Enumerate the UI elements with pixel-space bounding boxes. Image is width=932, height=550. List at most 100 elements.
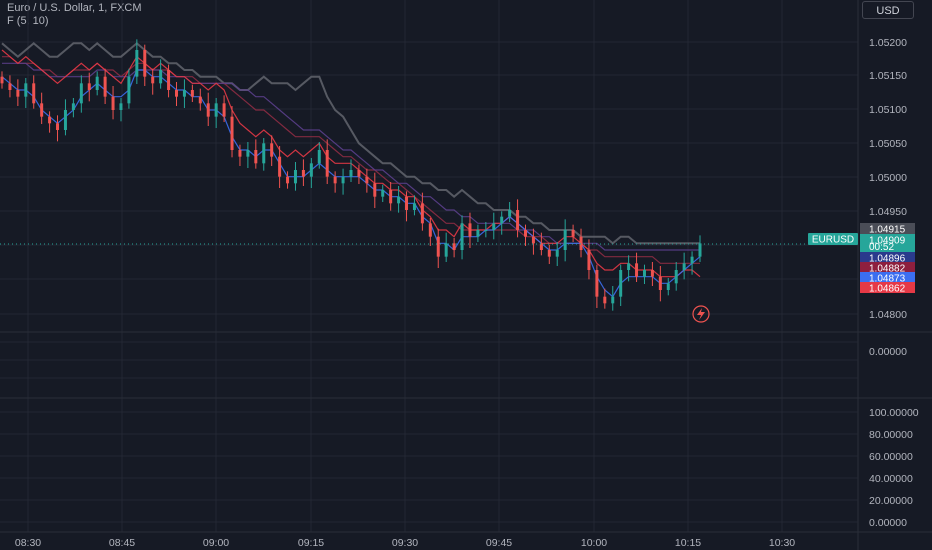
candle-body bbox=[325, 150, 329, 177]
candle-body bbox=[595, 270, 599, 297]
candle-body bbox=[611, 296, 615, 304]
candle-body bbox=[8, 83, 12, 90]
price-label-box bbox=[860, 252, 915, 263]
price-label: 1.04909 bbox=[869, 236, 906, 247]
candle-body bbox=[48, 116, 52, 124]
candle-body bbox=[254, 150, 258, 164]
candle-body bbox=[539, 243, 543, 250]
price-tick-label: 1.04800 bbox=[869, 309, 907, 321]
price-tick-label: 1.05150 bbox=[869, 70, 907, 82]
countdown-label: 00:52 bbox=[869, 242, 894, 253]
candle-body bbox=[468, 223, 472, 237]
candle-body bbox=[16, 90, 20, 97]
candle-body bbox=[389, 190, 393, 204]
price-label-box bbox=[860, 282, 915, 293]
candle-body bbox=[698, 243, 702, 257]
candle-body bbox=[428, 223, 432, 237]
candle-body bbox=[444, 243, 448, 257]
chart-symbol-title[interactable]: Euro / U.S. Dollar, 1, FXCM bbox=[7, 2, 142, 14]
candle-body bbox=[32, 83, 36, 104]
candle-body bbox=[682, 263, 686, 270]
price-label: 1.04896 bbox=[869, 254, 906, 265]
price-tick-label: 1.05000 bbox=[869, 172, 907, 184]
x-tick-label: 10:30 bbox=[769, 537, 795, 549]
price-label-box bbox=[860, 272, 915, 283]
candle-body bbox=[278, 156, 282, 177]
candle-body bbox=[270, 143, 274, 157]
candle-body bbox=[476, 230, 480, 237]
x-tick-label: 08:45 bbox=[109, 537, 135, 549]
candle-body bbox=[222, 103, 226, 117]
price-label: 1.04915 bbox=[869, 225, 906, 236]
candle-body bbox=[381, 190, 385, 197]
candle-body bbox=[603, 296, 607, 304]
candle-body bbox=[650, 270, 654, 277]
indicator2-tick-label: 60.00000 bbox=[869, 451, 913, 463]
candle-body bbox=[40, 103, 44, 117]
currency-button[interactable]: USD bbox=[862, 1, 914, 19]
x-tick-label: 10:15 bbox=[675, 537, 701, 549]
candle-body bbox=[71, 103, 75, 110]
candle-body bbox=[182, 90, 186, 97]
candle-body bbox=[690, 256, 694, 264]
candle-body bbox=[175, 90, 178, 97]
candle-body bbox=[79, 83, 83, 104]
indicator2-tick-label: 20.00000 bbox=[869, 495, 913, 507]
candle-body bbox=[563, 230, 567, 250]
candle-body bbox=[0, 76, 4, 84]
candle-body bbox=[198, 96, 202, 104]
candle-body bbox=[500, 216, 504, 224]
candle-body bbox=[159, 70, 163, 84]
candle-body bbox=[127, 76, 131, 104]
candle-body bbox=[143, 50, 147, 77]
candle-body bbox=[293, 170, 297, 184]
candle-body bbox=[135, 50, 139, 77]
candle-body bbox=[214, 103, 218, 117]
indicator2-tick-label: 40.00000 bbox=[869, 473, 913, 485]
candle-body bbox=[627, 263, 631, 270]
x-tick-label: 09:00 bbox=[203, 537, 229, 549]
x-tick-label: 10:00 bbox=[581, 537, 607, 549]
candle-body bbox=[666, 283, 670, 290]
candle-body bbox=[524, 230, 527, 237]
candle-body bbox=[642, 270, 646, 277]
bolt-icon-glyph bbox=[697, 308, 705, 320]
candle-body bbox=[635, 263, 639, 277]
price-label: 1.04873 bbox=[869, 274, 906, 285]
candle-body bbox=[412, 203, 416, 210]
candle-body bbox=[151, 76, 155, 84]
candle-body bbox=[397, 196, 401, 204]
candle-body bbox=[373, 183, 377, 197]
x-tick-label: 09:15 bbox=[298, 537, 324, 549]
candle-body bbox=[492, 223, 496, 230]
candle-body bbox=[531, 236, 535, 244]
candle-body bbox=[658, 276, 662, 290]
price-label-box bbox=[860, 262, 915, 273]
candle-body bbox=[484, 230, 488, 231]
candle-body bbox=[341, 176, 345, 184]
candle-body bbox=[349, 170, 353, 177]
candle-body bbox=[571, 230, 575, 237]
candle-body bbox=[87, 83, 91, 90]
moving-average-line bbox=[1, 41, 700, 245]
moving-average-line bbox=[1, 69, 701, 298]
candle-body bbox=[167, 70, 171, 90]
candle-body bbox=[103, 76, 107, 97]
candle-body bbox=[246, 150, 250, 157]
candle-body bbox=[587, 250, 591, 270]
bolt-icon bbox=[692, 305, 710, 323]
candle-body bbox=[508, 210, 512, 217]
candle-body bbox=[555, 250, 559, 257]
candle-body bbox=[190, 90, 194, 97]
indicator2-tick-label: 100.00000 bbox=[869, 407, 919, 419]
candle-body bbox=[333, 176, 337, 184]
candle-body bbox=[405, 196, 409, 210]
candle-body bbox=[460, 223, 464, 250]
candle-body bbox=[262, 143, 266, 164]
price-label: 1.04882 bbox=[869, 264, 906, 275]
price-label-box bbox=[860, 223, 915, 235]
candle-body bbox=[317, 150, 321, 164]
candle-body bbox=[436, 236, 440, 257]
candle-body bbox=[119, 103, 123, 110]
